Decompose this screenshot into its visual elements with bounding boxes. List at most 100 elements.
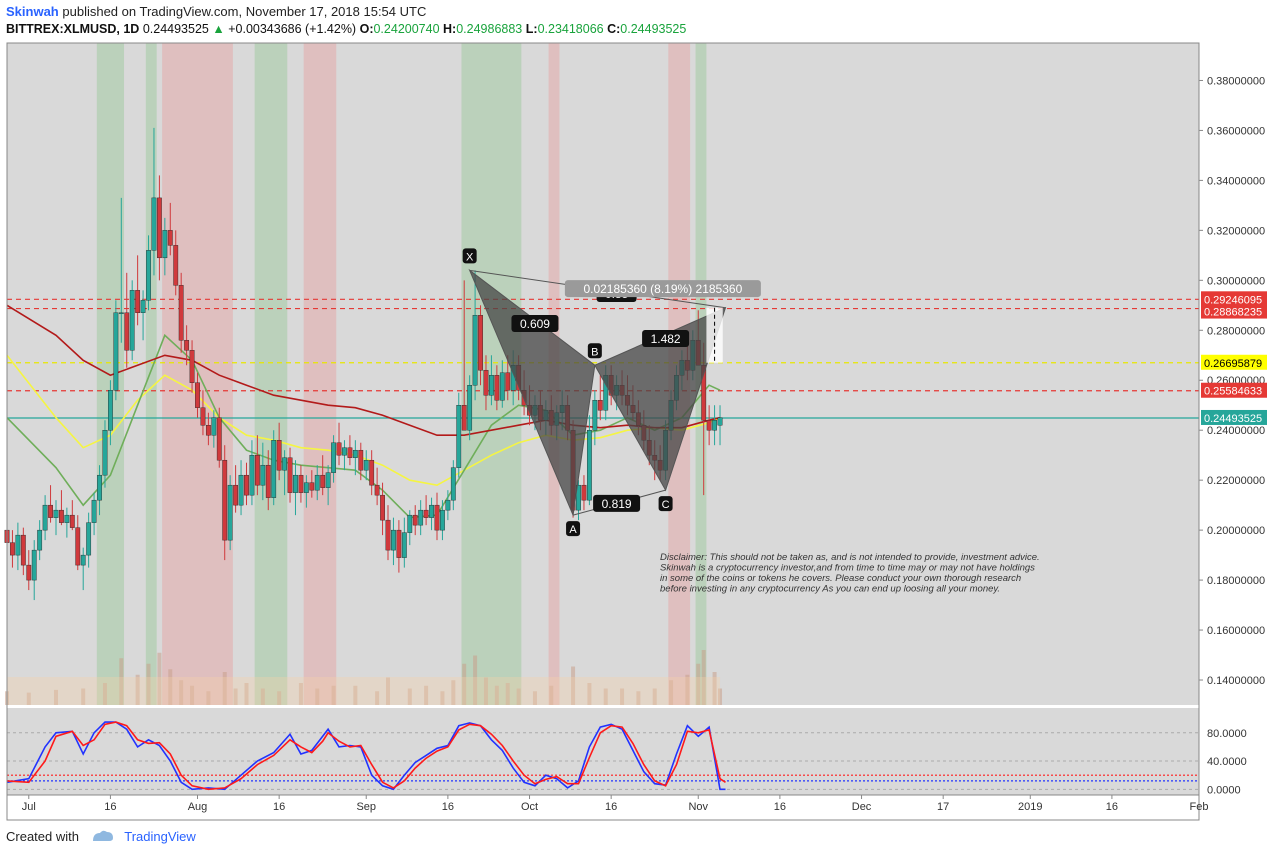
ratio-badge — [593, 494, 641, 512]
price-label-text: 0.26695879 — [1204, 358, 1262, 370]
pattern-point-label: A — [569, 524, 577, 536]
candle-body — [10, 542, 15, 556]
time-axis-label: Nov — [688, 801, 708, 813]
tradingview-logo-icon[interactable] — [91, 829, 115, 846]
candle-body — [597, 400, 603, 411]
ratio-label: 0.609 — [520, 317, 550, 331]
candle-body — [42, 504, 48, 531]
volume-bar — [119, 658, 124, 705]
oscillator-axis-label: 40.0000 — [1207, 756, 1247, 768]
candle-body — [244, 474, 249, 496]
volume-ma-area — [7, 677, 721, 705]
price-axis-label: 0.38000000 — [1207, 75, 1265, 87]
time-axis-label: 16 — [1106, 801, 1118, 813]
ratio-badge — [642, 330, 690, 348]
pattern-point-marker — [658, 496, 673, 512]
volume-bar — [603, 688, 608, 705]
oscillator-axis-label: 80.0000 — [1207, 728, 1247, 740]
measure-range-box — [706, 307, 723, 363]
stochastic-line — [6, 721, 726, 791]
author-name[interactable]: Skinwah — [6, 4, 59, 19]
candle-body — [418, 509, 424, 526]
candle-body — [238, 474, 244, 506]
ratio-label: 1.482 — [651, 332, 681, 346]
candle-body — [75, 527, 81, 566]
candle-body — [358, 449, 364, 471]
volume-bar — [505, 683, 510, 705]
volume-bar — [685, 674, 690, 705]
last-price: 0.24493525 — [142, 22, 209, 36]
candle-body — [69, 514, 75, 528]
signal-zone — [145, 43, 157, 705]
candle-body — [489, 375, 494, 396]
candle-body — [271, 440, 277, 498]
close-label: C: — [607, 22, 621, 36]
candle-body — [369, 459, 375, 486]
candle-body — [336, 442, 342, 456]
price-axis-label: 0.32000000 — [1207, 225, 1265, 237]
candle-body — [581, 484, 587, 501]
candle-body — [227, 484, 233, 541]
volume-bar — [440, 691, 445, 705]
volume-bar — [571, 666, 576, 705]
ratio-label: 0.819 — [602, 497, 632, 511]
candle-body — [287, 457, 293, 493]
publish-info: published on TradingView.com, November 1… — [62, 4, 427, 19]
candle-body — [380, 494, 385, 521]
candle-body — [59, 509, 64, 523]
volume-bar — [168, 669, 173, 705]
candle-body — [108, 390, 113, 431]
candle-body — [325, 472, 331, 488]
volume-bar — [298, 683, 303, 705]
volume-bar — [516, 688, 521, 705]
candle-body — [472, 315, 478, 386]
candle-body — [478, 315, 483, 371]
candle-body — [467, 385, 473, 431]
candle-body — [146, 250, 151, 301]
created-with-text: Created with — [6, 829, 79, 844]
candle-body — [456, 405, 462, 468]
price-label-text: 0.25584633 — [1204, 386, 1262, 398]
open-value: 0.24200740 — [373, 22, 440, 36]
candle-body — [499, 372, 505, 401]
candle-body — [26, 564, 32, 581]
candle-body — [706, 420, 712, 431]
candle-body — [586, 430, 592, 501]
pattern-point-marker — [462, 248, 477, 264]
candle-body — [124, 312, 130, 351]
high-label: H: — [443, 22, 457, 36]
candle-body — [407, 514, 413, 533]
candle-body — [140, 300, 146, 313]
price-axis-label: 0.36000000 — [1207, 125, 1265, 137]
moving-average-line — [6, 304, 721, 437]
symbol-info-line: BITTREX:XLMUSD, 1D 0.24493525 ▲ +0.00343… — [6, 22, 686, 36]
volume-bar — [494, 685, 499, 705]
candle-body — [162, 230, 168, 259]
candle-body — [118, 312, 124, 314]
candle-body — [429, 504, 434, 518]
candle-body — [151, 197, 157, 251]
candle-body — [434, 504, 440, 531]
candle-body — [385, 519, 391, 551]
candle-body — [178, 285, 184, 341]
candle-body — [97, 474, 102, 501]
time-axis-label: 16 — [104, 801, 116, 813]
candle-body — [396, 529, 402, 558]
candle-body — [135, 290, 141, 313]
candle-body — [412, 514, 418, 526]
tradingview-brand-link[interactable]: TradingView — [124, 829, 196, 844]
volume-bar — [473, 655, 478, 705]
candle-body — [86, 522, 92, 556]
candle-body — [440, 509, 445, 531]
price-axis-label: 0.30000000 — [1207, 275, 1265, 287]
candle-body — [15, 534, 21, 556]
disclaimer-text: Disclaimer: This should not be taken as,… — [660, 552, 1040, 563]
candle-body — [265, 464, 271, 498]
candle-body — [331, 442, 336, 473]
candle-body — [249, 454, 255, 496]
price-axis-label: 0.34000000 — [1207, 175, 1265, 187]
low-label: L: — [525, 22, 538, 36]
volume-bar — [696, 663, 701, 705]
candle-body — [173, 245, 179, 286]
